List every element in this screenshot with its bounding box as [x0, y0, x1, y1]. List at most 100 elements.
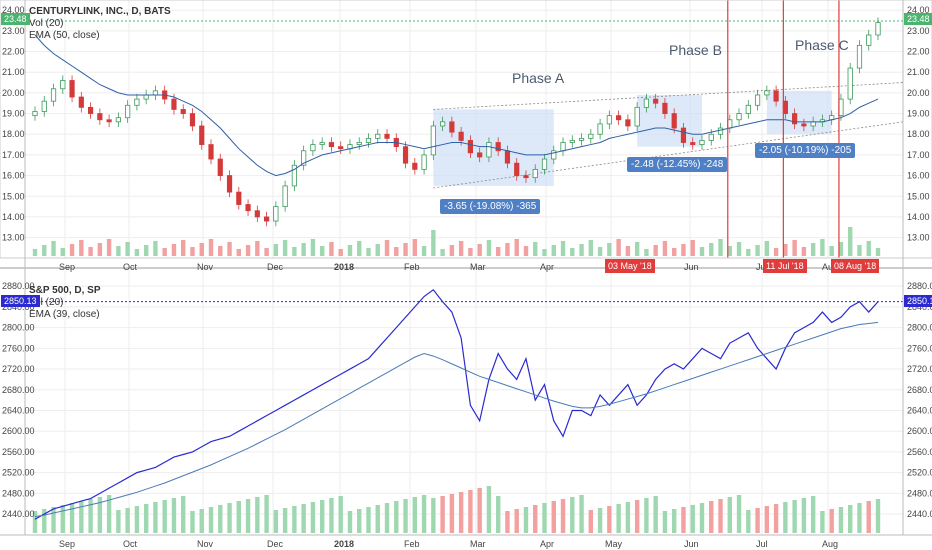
bottom-volume-bar	[403, 499, 408, 533]
bottom-volume-bar	[384, 503, 390, 533]
top-ytick: 18.00	[907, 129, 930, 139]
bottom-volume-bar	[699, 503, 705, 533]
bottom-ytick-left: 2720.00	[2, 364, 35, 374]
top-volume-bar	[384, 240, 390, 256]
bottom-xtick: Jul	[756, 539, 768, 549]
bottom-volume-bar	[153, 502, 158, 533]
bottom-xtick: Oct	[123, 539, 138, 549]
bottom-volume-bar	[718, 499, 723, 533]
top-volume-bar	[468, 248, 473, 256]
bottom-ytick: 2520.00	[907, 468, 932, 478]
top-last-price-right: 23.48	[904, 13, 932, 25]
top-ytick-left: 15.00	[2, 191, 25, 201]
candle-body	[578, 137, 585, 141]
top-ytick-left: 21.00	[2, 67, 25, 77]
top-ytick: 22.00	[907, 47, 930, 57]
top-volume-bar	[97, 243, 103, 256]
bottom-xtick: Dec	[267, 539, 284, 549]
bottom-ytick: 2600.00	[907, 426, 932, 436]
top-volume-bar	[718, 239, 723, 256]
top-volume-bar	[625, 246, 631, 256]
bottom-xtick: Mar	[470, 539, 486, 549]
top-volume-bar	[440, 249, 445, 256]
top-volume-bar	[366, 248, 371, 256]
bottom-last-price-left: 2850.13	[1, 295, 40, 307]
candle-body	[282, 185, 288, 207]
candle-body	[189, 113, 196, 127]
candle-body	[310, 144, 316, 152]
bottom-volume-bar	[421, 495, 427, 533]
candle-body	[421, 154, 427, 170]
bottom-volume-bar	[181, 496, 186, 533]
candle-body	[810, 121, 816, 127]
bottom-volume-bar	[829, 509, 834, 533]
candle-body	[412, 162, 418, 170]
bottom-volume-bar	[736, 495, 742, 533]
bottom-ytick-left: 2680.00	[2, 385, 35, 395]
top-volume-bar	[338, 249, 343, 256]
top-ytick-left: 17.00	[2, 150, 25, 160]
bottom-volume-bar	[681, 507, 686, 533]
bottom-volume-bar	[106, 495, 112, 533]
top-volume-bar	[310, 239, 316, 256]
top-volume-bar	[644, 249, 649, 256]
top-volume-bar	[607, 243, 612, 256]
channel-lower	[433, 121, 904, 189]
top-volume-bar	[560, 241, 566, 256]
top-xtick: Jul	[756, 262, 768, 272]
bottom-volume-bar	[773, 504, 779, 533]
candle-body	[569, 140, 575, 143]
bottom-volume-bar	[820, 511, 825, 533]
top-volume-bar	[551, 245, 556, 256]
bottom-volume-bar	[143, 504, 149, 533]
bottom-volume-bar	[60, 505, 65, 533]
candle-body	[384, 133, 390, 139]
top-volume-bar	[616, 239, 621, 256]
top-xtick: Mar	[470, 262, 486, 272]
candle-body	[847, 67, 853, 100]
top-volume-bar	[171, 244, 177, 256]
candle-body	[662, 102, 668, 114]
bottom-volume-bar	[449, 494, 455, 533]
top-volume-bar	[218, 246, 223, 256]
bottom-volume-bar	[634, 500, 640, 533]
candle-body	[551, 150, 557, 160]
top-volume-bar	[801, 247, 807, 256]
candle-body	[597, 123, 603, 135]
top-volume-bar	[783, 244, 788, 256]
top-volume-bar	[208, 239, 214, 256]
bottom-volume-bar	[727, 497, 732, 533]
top-volume-bar	[671, 248, 677, 256]
candle-body	[78, 96, 84, 108]
bottom-legend: S&P 500, D, SP Vol (20) EMA (39, close)	[29, 285, 101, 321]
bottom-ytick: 2480.00	[907, 488, 932, 498]
bottom-volume-bar	[588, 510, 594, 533]
candle-body	[541, 158, 548, 170]
candle-body	[801, 123, 807, 127]
bottom-volume-bar	[208, 507, 214, 533]
bottom-volume-bar	[477, 488, 482, 533]
top-volume-bar	[347, 245, 353, 256]
top-volume-bar	[477, 244, 482, 256]
top-xtick: Jun	[684, 262, 699, 272]
bottom-volume-bar	[551, 501, 556, 533]
candle-body	[115, 117, 121, 123]
top-volume-bar	[458, 241, 464, 256]
bottom-volume-bar	[394, 501, 399, 533]
top-volume-bar	[245, 245, 251, 256]
candle-body	[273, 206, 279, 222]
candle-body	[125, 104, 131, 119]
bottom-ytick: 2640.00	[907, 405, 932, 415]
candle-body	[514, 162, 520, 176]
candle-body	[680, 127, 687, 143]
bottom-ytick-left: 2880.00	[2, 281, 35, 291]
top-volume-bar	[69, 244, 75, 256]
bottom-ytick: 2720.00	[907, 364, 932, 374]
candle-body	[217, 158, 223, 176]
top-volume-bar	[329, 242, 334, 256]
top-ytick: 15.00	[907, 191, 930, 201]
candle-body	[532, 168, 538, 179]
bottom-ytick: 2760.00	[907, 343, 932, 353]
bottom-ytick-left: 2440.00	[2, 509, 35, 519]
